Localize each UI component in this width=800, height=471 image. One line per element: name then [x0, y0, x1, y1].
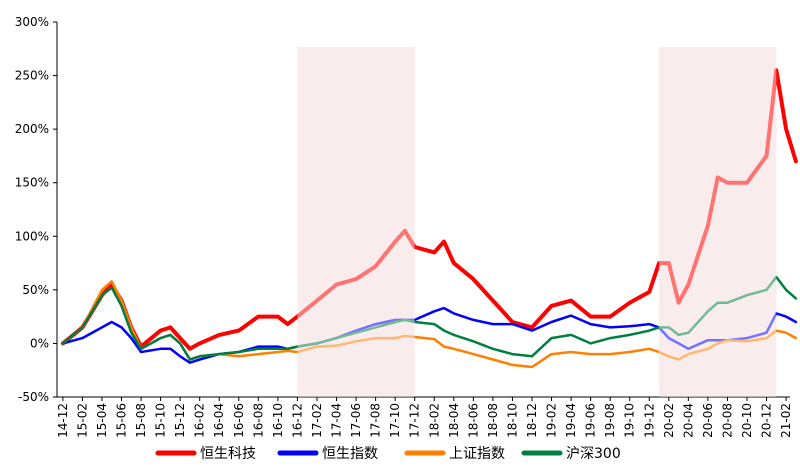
x-tick-labels: 14-12 15-02 15-04 15-06 15-08 15-10 15-12 16-02…	[56, 403, 793, 438]
x-tick-label: 18-12	[525, 403, 539, 438]
series-lines	[60, 47, 798, 397]
y-tick-label: 50%	[22, 283, 49, 297]
x-tick-label: 18-02	[427, 403, 441, 438]
x-tick-label: 17-04	[330, 403, 344, 438]
y-tick-label: 0%	[30, 336, 49, 350]
legend-label: 恒生指数	[322, 446, 378, 462]
x-tick-label: 16-12	[290, 403, 304, 438]
series-line	[61, 275, 798, 361]
x-tick-label: 15-06	[115, 403, 129, 438]
x-tick-label: 18-08	[486, 403, 500, 438]
x-tick-label: 17-06	[349, 403, 363, 438]
y-tick-label: 250%	[15, 69, 49, 83]
x-tick-label: 15-02	[75, 403, 89, 438]
x-tick-label: 15-10	[154, 403, 168, 438]
x-tick-label: 19-02	[545, 403, 559, 438]
x-tick-label: 16-02	[193, 403, 207, 438]
y-tick-label: -50%	[18, 390, 49, 404]
y-tick-labels: -50% 0% 50% 100% 150% 200% 250% 300%	[15, 15, 49, 404]
x-tick-label: 17-10	[388, 403, 402, 438]
x-tick-label: 16-10	[271, 403, 285, 438]
y-tick-label: 100%	[15, 229, 49, 243]
x-tick-label: 19-12	[642, 403, 656, 438]
legend-label: 沪深300	[566, 446, 621, 462]
x-tick-label: 15-08	[134, 403, 148, 438]
x-tick-label: 20-08	[720, 403, 734, 438]
x-tick-label: 20-02	[662, 403, 676, 438]
x-tick-label: 20-04	[681, 403, 695, 438]
x-tick-label: 18-10	[505, 403, 519, 438]
axes	[53, 21, 790, 401]
x-tick-label: 19-04	[564, 403, 578, 438]
x-tick-label: 17-02	[310, 403, 324, 438]
y-tick-label: 200%	[15, 122, 49, 136]
x-tick-label: 15-12	[173, 403, 187, 438]
legend-label: 上证指数	[449, 446, 505, 462]
series-line	[61, 306, 798, 364]
shaded-regions	[297, 47, 777, 397]
x-tick-label: 19-08	[603, 403, 617, 438]
x-tick-label: 20-10	[740, 403, 754, 438]
x-tick-label: 16-06	[232, 403, 246, 438]
x-tick-label: 19-10	[623, 403, 637, 438]
x-tick-label: 14-12	[56, 403, 70, 438]
y-tick-label: 300%	[15, 15, 49, 29]
shaded-region-overlay	[659, 47, 777, 397]
x-tick-label: 18-04	[447, 403, 461, 438]
legend-label: 恒生科技	[200, 446, 256, 462]
legend: 恒生科技 恒生指数 上证指数 沪深300	[155, 446, 621, 462]
x-tick-label: 17-12	[408, 403, 422, 438]
y-tick-label: 150%	[15, 176, 49, 190]
x-tick-label: 15-04	[95, 403, 109, 438]
series-line	[60, 68, 798, 351]
x-tick-label: 17-08	[369, 403, 383, 438]
x-tick-label: 20-12	[760, 403, 774, 438]
x-tick-label: 16-04	[212, 403, 226, 438]
x-tick-label: 19-06	[584, 403, 598, 438]
x-tick-label: 18-06	[466, 403, 480, 438]
x-tick-label: 20-06	[701, 403, 715, 438]
shaded-region-overlay	[297, 47, 415, 397]
x-tick-label: 16-08	[251, 403, 265, 438]
x-tick-label: 21-02	[779, 403, 793, 438]
